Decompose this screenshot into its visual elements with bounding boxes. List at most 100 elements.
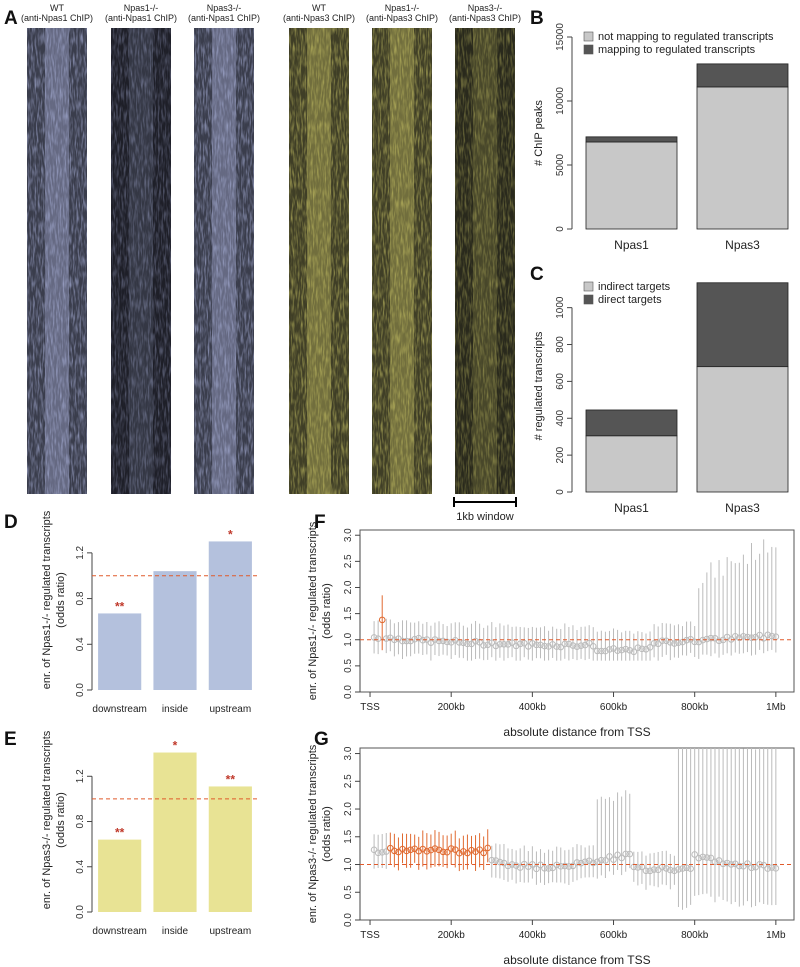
odds-ratio-point: [407, 637, 414, 645]
y-tick-label: 1.0: [343, 632, 354, 646]
legend-swatch: [583, 44, 594, 55]
x-tick-label: Npas3: [725, 238, 760, 252]
odds-ratio-point: [711, 858, 719, 866]
odds-ratio-point: [715, 637, 723, 645]
y-tick-label: 1.2: [75, 769, 86, 783]
bar-lower-npas1: [585, 435, 678, 493]
y-axis-title-line1: enr. of Npas1-/- regulated transcripts: [307, 521, 319, 700]
legend-swatch: [583, 281, 594, 292]
odds-ratio-point: [443, 638, 451, 646]
odds-ratio-point: [492, 857, 500, 864]
legend-swatch: [583, 294, 594, 305]
y-tick-label: 0.4: [75, 859, 86, 873]
x-axis-title: absolute distance from TSS: [503, 953, 650, 967]
y-tick-label: 2.5: [343, 554, 354, 568]
odds-ratio-point: [484, 844, 492, 852]
odds-ratio-point: [760, 634, 767, 642]
odds-ratio-point: [756, 631, 763, 639]
odds-ratio-point: [557, 863, 565, 870]
odds-ratio-point: [695, 638, 703, 646]
odds-ratio-point: [585, 639, 593, 647]
odds-ratio-point: [622, 850, 629, 858]
y-tick-label: 600: [555, 373, 566, 390]
odds-ratio-point: [569, 642, 577, 649]
odds-ratio-point: [764, 865, 772, 872]
odds-ratio-point: [545, 865, 552, 872]
odds-ratio-point: [658, 637, 666, 645]
odds-ratio-point: [598, 856, 605, 864]
odds-ratio-point: [561, 862, 569, 870]
bar-lower-npas3: [696, 366, 789, 493]
odds-ratio-point: [488, 639, 496, 647]
odds-ratio-point: [480, 642, 487, 649]
odds-ratio-point: [484, 641, 492, 649]
plot-frame: [359, 747, 795, 921]
odds-ratio-point: [630, 648, 638, 656]
odds-ratio-point: [374, 635, 382, 643]
y-tick-label: 1.2: [75, 545, 86, 559]
odds-ratio-point: [618, 646, 625, 654]
y-tick-label: 0.0: [75, 905, 86, 919]
x-axis-title: absolute distance from TSS: [503, 725, 650, 739]
legend-label: mapping to regulated transcripts: [598, 44, 756, 56]
odds-ratio-point: [427, 846, 435, 854]
odds-ratio-point: [553, 643, 561, 650]
x-tick-label: inside: [162, 926, 189, 937]
bar-upstream: [208, 786, 252, 912]
y-tick-label: 2.0: [343, 580, 354, 594]
x-tick-label: Npas3: [725, 501, 760, 515]
odds-ratio-point: [431, 845, 439, 852]
odds-ratio-point: [435, 846, 443, 854]
odds-ratio-point: [764, 631, 772, 639]
odds-ratio-point: [557, 643, 565, 651]
odds-ratio-point: [577, 859, 585, 867]
odds-ratio-point: [488, 856, 496, 864]
odds-ratio-point: [748, 634, 755, 642]
x-tick-label: 1Mb: [766, 702, 786, 713]
odds-ratio-point: [468, 846, 475, 854]
x-tick-label: Npas1: [614, 238, 649, 252]
heatmap-subtitle: (anti-Npas3 ChIP): [449, 13, 521, 23]
odds-ratio-point: [614, 851, 621, 859]
odds-ratio-point: [525, 643, 532, 650]
odds-ratio-point: [541, 642, 548, 650]
odds-ratio-point: [374, 849, 382, 857]
y-axis-title-line1: enr. of Npas3-/- regulated transcripts: [307, 744, 319, 923]
y-axis-title-line2: (odds ratio): [55, 572, 67, 628]
odds-ratio-point: [768, 864, 776, 871]
x-tick-label: TSS: [360, 702, 380, 713]
odds-ratio-point: [451, 846, 459, 853]
x-tick-label: inside: [162, 704, 189, 715]
odds-ratio-point: [642, 867, 650, 875]
odds-ratio-point: [614, 647, 621, 654]
odds-ratio-point: [626, 850, 634, 858]
odds-ratio-point: [740, 633, 747, 640]
chart-e: 0.0 0.4 0.8 1.2 enr. of Npas3-/- regulated t…: [41, 730, 258, 937]
odds-ratio-point: [447, 845, 455, 852]
odds-ratio-point: [691, 638, 698, 646]
odds-ratio-point: [439, 637, 447, 645]
y-tick-label: 0.5: [343, 658, 354, 672]
x-tick-label: TSS: [360, 930, 380, 941]
y-axis-title: # regulated transcripts: [533, 331, 545, 440]
x-tick-label: 600kb: [600, 930, 628, 941]
bar-upper-npas3: [696, 282, 789, 368]
panel-g: G 0.0 0.5 1.0 1.5 2.0 2.5 3.0 enr. of Npas3-/- …: [307, 729, 795, 967]
odds-ratio-point: [598, 647, 605, 655]
y-tick-label: 0: [555, 489, 566, 495]
y-axis-title-line2: (odds ratio): [321, 583, 333, 639]
y-tick-label: 1.5: [343, 829, 354, 843]
odds-ratio-point: [634, 644, 642, 651]
panel-c: C 0 200 400 600 800 1000 # regulated transcrip…: [530, 264, 789, 515]
odds-ratio-point: [650, 639, 658, 647]
odds-ratio-point: [460, 639, 467, 647]
odds-ratio-point: [500, 640, 508, 648]
odds-ratio-point: [675, 866, 682, 873]
odds-ratio-point: [516, 640, 524, 648]
odds-ratio-point: [606, 646, 613, 653]
y-tick-label: 0.0: [343, 685, 354, 699]
odds-ratio-point: [602, 857, 609, 864]
panel-letter-f: F: [314, 512, 326, 533]
odds-ratio-point: [533, 865, 540, 873]
odds-ratio-point: [439, 848, 447, 856]
